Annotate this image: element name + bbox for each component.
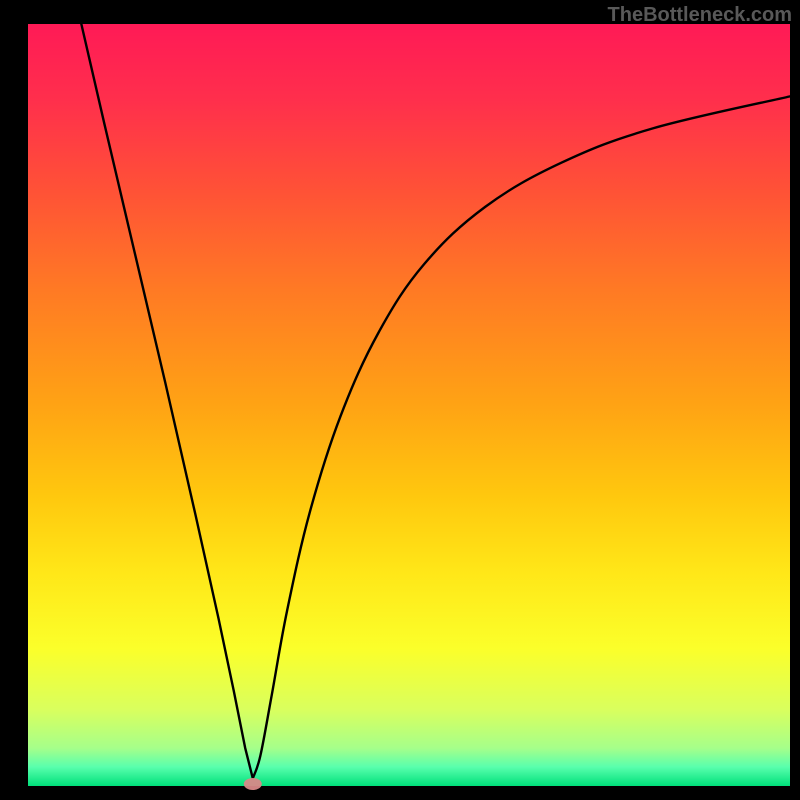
minimum-marker [244,778,262,790]
bottleneck-chart [0,0,800,800]
plot-background [28,24,790,786]
attribution-label: TheBottleneck.com [608,4,792,27]
bottleneck-chart-container: TheBottleneck.com [0,0,800,800]
